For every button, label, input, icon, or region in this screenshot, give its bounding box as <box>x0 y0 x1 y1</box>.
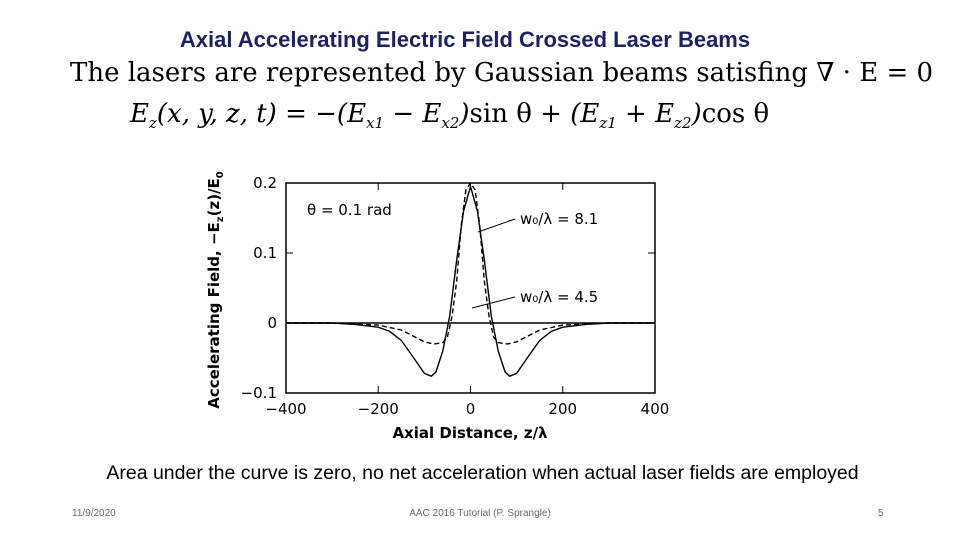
x-axis-label: Axial Distance, z/λ <box>392 424 548 442</box>
formula-sin: sin θ <box>469 99 532 129</box>
y-tick-label: 0 <box>267 314 277 332</box>
x-tick-label: −200 <box>358 400 399 418</box>
y-tick-label: −0.1 <box>241 384 277 402</box>
formula-term1-minus: − E <box>392 99 442 129</box>
formula-cos: cos θ <box>701 99 770 129</box>
series-line-w8 <box>286 185 655 377</box>
slide-caption: Area under the curve is zero, no net acc… <box>106 462 859 484</box>
x-tick-label: −400 <box>265 400 306 418</box>
series-label: w₀/λ = 8.1 <box>520 210 598 228</box>
series-label: w₀/λ = 4.5 <box>520 288 598 306</box>
slide-title: Axial Accelerating Electric Field Crosse… <box>179 27 751 52</box>
series-leader-line <box>477 218 516 233</box>
footer-page-number: 5 <box>878 508 884 519</box>
divergence-equation: ∇ · E = 0 <box>816 58 934 88</box>
x-tick-label: 200 <box>548 400 577 418</box>
field-formula: Ez(x, y, z, t) = −(Ex1 − Ex2)sin θ + (Ez… <box>130 99 769 132</box>
y-tick-label: 0.2 <box>253 174 277 192</box>
series-line-w4 <box>286 182 655 345</box>
formula-plus: + <box>540 99 562 129</box>
footer-date: 11/9/2020 <box>72 508 116 519</box>
formula-term2-close: ) <box>691 99 702 129</box>
intro-text: The lasers are represented by Gaussian b… <box>70 58 933 88</box>
formula-lhs: E <box>130 99 149 129</box>
x-tick-label: 400 <box>641 400 670 418</box>
formula-term2-open: (E <box>570 99 600 129</box>
formula-args: (x, y, z, t) <box>156 99 277 129</box>
formula-equals: = <box>285 99 307 129</box>
intro-sentence: The lasers are represented by Gaussian b… <box>70 58 808 88</box>
y-tick-label: 0.1 <box>253 244 277 262</box>
formula-term2-sub2: z2 <box>674 114 692 133</box>
formula-term2-plus: + E <box>625 99 675 129</box>
footer-source: AAC 2016 Tutorial (P. Sprangle) <box>409 508 551 519</box>
series-leader-line <box>471 296 516 309</box>
formula-term1-close: ) <box>459 99 470 129</box>
plot-area: −400 −200 0 200 400 0.2 0.1 0 −0.1 w₀/λ = 8.1 w₀/λ… <box>241 174 670 418</box>
formula-term1-sub2: x2 <box>441 114 460 133</box>
formula-term2-sub1: z1 <box>599 114 617 133</box>
x-tick-label: 0 <box>466 400 476 418</box>
formula-lhs-sub: z <box>148 114 157 133</box>
chart-annotation: θ = 0.1 rad <box>307 201 392 219</box>
y-axis-label: Accelerating Field, −Ez(z)/E0 <box>205 171 226 409</box>
formula-term1-open: −(E <box>315 99 367 129</box>
formula-term1-sub1: x1 <box>366 114 385 133</box>
